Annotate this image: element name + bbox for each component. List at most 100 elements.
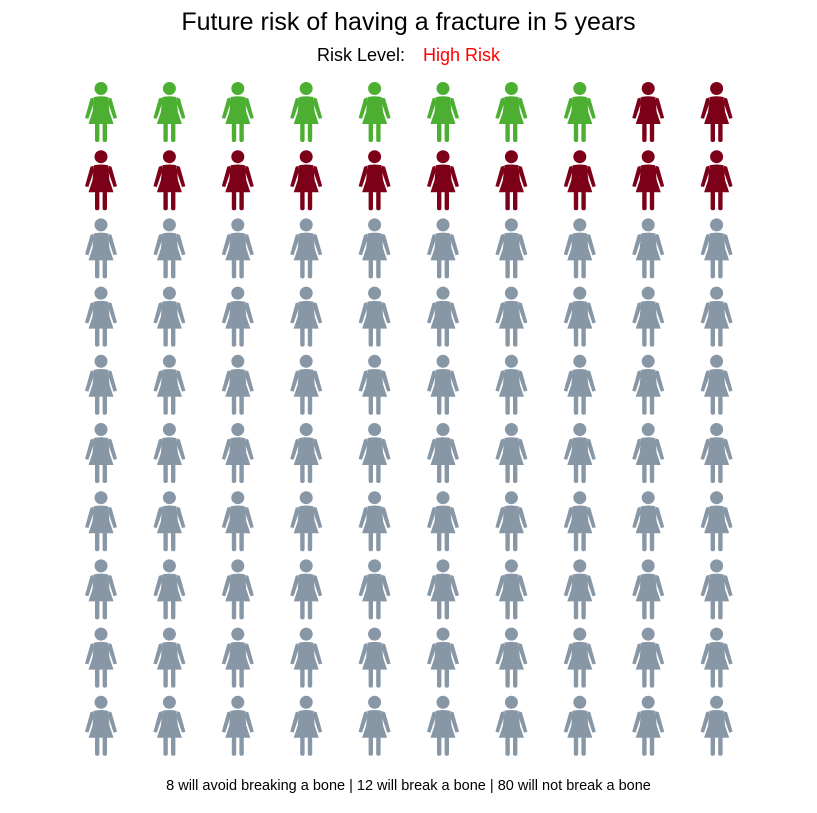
chart-title: Future risk of having a fracture in 5 ye… [181, 8, 636, 36]
female-figure-icon [427, 82, 459, 142]
female-figure-icon [153, 423, 186, 483]
female-figure-icon [563, 82, 596, 142]
female-figure-icon [290, 82, 323, 142]
female-figure-icon [153, 491, 186, 552]
female-figure-icon [358, 82, 391, 142]
female-figure-icon [358, 150, 391, 211]
female-figure-icon [563, 423, 596, 483]
female-figure-icon [700, 423, 733, 483]
female-figure-icon [427, 559, 459, 620]
female-figure-icon [563, 286, 596, 347]
female-figure-icon [221, 695, 254, 756]
female-figure-icon [563, 695, 596, 756]
female-figure-icon [700, 491, 733, 552]
female-figure-icon [495, 286, 528, 347]
female-figure-icon [153, 559, 186, 620]
icon-array [85, 82, 733, 756]
female-figure-icon [85, 559, 117, 620]
female-figure-icon [700, 695, 733, 756]
female-figure-icon [632, 218, 665, 279]
female-figure-icon [700, 82, 733, 142]
female-figure-icon [700, 559, 733, 620]
female-figure-icon [85, 218, 117, 279]
female-figure-icon [290, 559, 323, 620]
female-figure-icon [85, 491, 117, 552]
female-figure-icon [358, 491, 391, 552]
female-figure-icon [427, 150, 459, 211]
female-figure-icon [221, 491, 254, 552]
female-figure-icon [632, 559, 665, 620]
female-figure-icon [358, 559, 391, 620]
female-figure-icon [290, 218, 323, 279]
female-figure-icon [495, 491, 528, 552]
female-figure-icon [563, 150, 596, 211]
female-figure-icon [221, 423, 254, 483]
female-figure-icon [153, 286, 186, 347]
female-figure-icon [221, 559, 254, 620]
female-figure-icon [632, 286, 665, 347]
female-figure-icon [221, 627, 254, 688]
female-figure-icon [290, 627, 323, 688]
female-figure-icon [153, 627, 186, 688]
female-figure-icon [221, 286, 254, 347]
female-figure-icon [85, 82, 117, 142]
female-figure-icon [290, 150, 323, 211]
female-figure-icon [427, 423, 459, 483]
female-figure-icon [358, 627, 391, 688]
female-figure-icon [85, 627, 117, 688]
female-figure-icon [563, 559, 596, 620]
female-figure-icon [632, 627, 665, 688]
female-figure-icon [495, 695, 528, 756]
female-figure-icon [495, 423, 528, 483]
female-figure-icon [700, 150, 733, 211]
female-figure-icon [427, 218, 459, 279]
female-figure-icon [632, 695, 665, 756]
female-figure-icon [358, 354, 391, 415]
female-figure-icon [563, 218, 596, 279]
female-figure-icon [290, 354, 323, 415]
female-figure-icon [495, 150, 528, 211]
female-figure-icon [700, 286, 733, 347]
female-figure-icon [358, 695, 391, 756]
chart-footer: 8 will avoid breaking a bone | 12 will b… [166, 778, 651, 794]
female-figure-icon [221, 354, 254, 415]
female-figure-icon [632, 150, 665, 211]
female-figure-icon [495, 559, 528, 620]
risk-level-line: Risk Level: High Risk [0, 43, 817, 67]
female-figure-icon [290, 286, 323, 347]
female-figure-icon [290, 695, 323, 756]
risk-level-label: Risk Level: [316, 45, 405, 65]
female-figure-icon [221, 218, 254, 279]
female-figure-icon [632, 423, 665, 483]
female-figure-icon [290, 491, 323, 552]
female-figure-icon [700, 354, 733, 415]
female-figure-icon [700, 627, 733, 688]
risk-level-value: High Risk [423, 45, 501, 65]
female-figure-icon [85, 286, 117, 347]
female-figure-icon [427, 286, 459, 347]
female-figure-icon [221, 150, 254, 211]
female-figure-icon [153, 150, 186, 211]
female-figure-icon [632, 491, 665, 552]
female-figure-icon [153, 354, 186, 415]
female-figure-icon [85, 423, 117, 483]
female-figure-icon [358, 286, 391, 347]
female-figure-icon [85, 150, 117, 211]
female-figure-icon [563, 354, 596, 415]
female-figure-icon [495, 82, 528, 142]
female-figure-icon [153, 695, 186, 756]
female-figure-icon [358, 218, 391, 279]
female-figure-icon [495, 218, 528, 279]
female-figure-icon [290, 423, 323, 483]
female-figure-icon [221, 82, 254, 142]
female-figure-icon [153, 82, 186, 142]
female-figure-icon [632, 354, 665, 415]
female-figure-icon [85, 695, 117, 756]
female-figure-icon [495, 354, 528, 415]
female-figure-icon [427, 354, 459, 415]
female-figure-icon [495, 627, 528, 688]
female-figure-icon [153, 218, 186, 279]
female-figure-icon [632, 82, 665, 142]
female-figure-icon [427, 491, 459, 552]
